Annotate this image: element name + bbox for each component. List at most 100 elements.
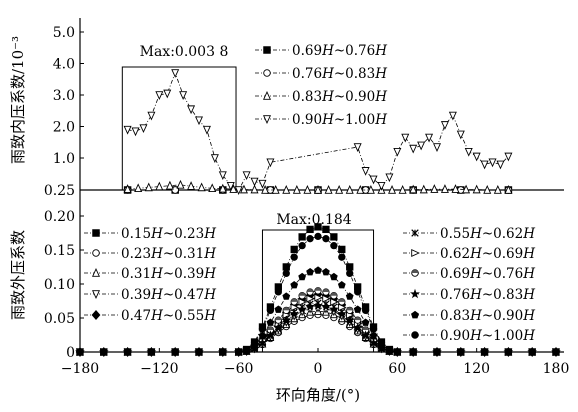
x-tick-label: −180 xyxy=(61,361,99,377)
marker xyxy=(289,308,300,319)
legend-label: 0.62H~0.69H xyxy=(440,246,535,262)
marker xyxy=(338,253,346,261)
marker xyxy=(219,348,227,356)
marker xyxy=(290,281,299,289)
marker xyxy=(273,322,284,333)
marker xyxy=(123,348,132,356)
marker xyxy=(451,184,460,193)
marker-fill xyxy=(330,292,338,296)
upper-y-tick-label: 0.25 xyxy=(44,183,75,199)
marker xyxy=(187,105,196,115)
legend-label: 0.83H~0.90H xyxy=(440,308,535,324)
marker xyxy=(313,185,323,194)
marker xyxy=(155,91,164,100)
marker xyxy=(504,152,513,162)
marker xyxy=(368,337,379,347)
marker xyxy=(354,288,362,296)
marker xyxy=(464,147,473,157)
marker xyxy=(258,325,267,333)
marker xyxy=(262,91,272,100)
marker xyxy=(195,348,203,356)
marker xyxy=(419,184,428,194)
upper-legend-item-3: 0.90H~1.00H xyxy=(255,112,387,128)
marker xyxy=(417,141,426,151)
marker xyxy=(314,232,322,241)
marker xyxy=(330,233,338,241)
marker xyxy=(409,184,418,194)
legend-label: 0.31H~0.39H xyxy=(121,266,216,282)
marker-fill xyxy=(338,298,345,302)
marker-fill xyxy=(267,326,274,330)
marker xyxy=(134,183,143,193)
legend-label: 0.55H~0.62H xyxy=(440,226,535,242)
marker xyxy=(258,179,267,189)
marker xyxy=(171,348,179,356)
marker xyxy=(163,89,172,99)
marker xyxy=(504,348,513,356)
marker xyxy=(123,184,132,193)
marker xyxy=(552,348,560,356)
lower-y-tick-label: 0.15 xyxy=(44,243,75,259)
marker xyxy=(335,185,344,194)
marker xyxy=(305,301,315,311)
marker xyxy=(330,298,339,306)
lower-max-annotation: Max:0.184 xyxy=(276,212,351,228)
marker xyxy=(356,185,365,194)
marker xyxy=(480,160,489,170)
lower-y-tick-label: 0.05 xyxy=(44,311,75,327)
marker xyxy=(242,346,251,354)
marker xyxy=(208,183,217,193)
upper-legend-item-2: 0.83H~0.90H xyxy=(255,89,387,105)
legend-label: 0.83H~0.90H xyxy=(292,89,387,105)
marker xyxy=(338,245,346,254)
marker xyxy=(321,301,331,311)
marker xyxy=(353,143,362,152)
marker xyxy=(409,348,417,356)
marker-fill xyxy=(346,307,353,311)
marker xyxy=(298,233,306,241)
marker xyxy=(338,303,347,312)
marker xyxy=(410,288,420,299)
legend-label: 0.39H~0.47H xyxy=(121,287,216,303)
marker xyxy=(377,339,386,347)
marker xyxy=(330,241,338,250)
marker xyxy=(218,171,227,181)
legend-label: 0.15H~0.23H xyxy=(121,226,216,242)
lower-legend-item-3: 0.39H~0.47H xyxy=(84,287,216,303)
marker xyxy=(306,225,314,234)
lower-legend-item-6: 0.62H~0.69H xyxy=(403,246,535,262)
marker-fill xyxy=(362,326,369,330)
legends: 0.69H~0.76H 0.76H~0.83H 0.83H~0.90H 0.90H~1… xyxy=(84,43,535,344)
marker xyxy=(92,249,100,257)
marker xyxy=(306,235,314,243)
marker xyxy=(263,46,271,54)
marker xyxy=(472,152,481,162)
marker xyxy=(91,310,101,320)
marker xyxy=(282,185,291,194)
marker xyxy=(345,292,354,300)
legend-label: 0.69H~0.76H xyxy=(292,43,387,59)
marker xyxy=(314,293,323,302)
marker xyxy=(250,177,259,187)
marker xyxy=(440,121,449,130)
marker xyxy=(235,348,243,356)
upper-y-tick-label: 4.0 xyxy=(53,57,75,73)
marker xyxy=(274,305,283,313)
marker xyxy=(456,130,465,140)
marker xyxy=(91,290,101,299)
marker xyxy=(290,253,298,261)
marker xyxy=(262,115,272,124)
marker xyxy=(425,133,434,143)
marker xyxy=(165,180,174,190)
marker xyxy=(282,269,290,278)
upper-y-axis-label: 雨致内压系数/10⁻³ xyxy=(9,36,27,164)
x-tick-label: 120 xyxy=(463,361,490,377)
marker xyxy=(411,310,419,319)
x-tick-label: −120 xyxy=(140,361,178,377)
marker xyxy=(322,225,330,234)
marker xyxy=(266,306,275,315)
marker xyxy=(322,235,330,243)
marker xyxy=(179,91,188,100)
marker-fill xyxy=(291,298,298,302)
marker xyxy=(298,272,307,281)
